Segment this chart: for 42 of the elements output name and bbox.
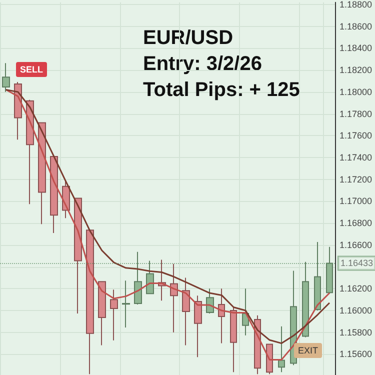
candlestick <box>110 289 118 341</box>
candlestick <box>242 288 249 336</box>
y-tick-label: 1.15600 <box>339 349 372 360</box>
candlestick <box>302 261 309 338</box>
candlestick <box>194 295 202 358</box>
y-tick-label: 1.18400 <box>339 43 372 54</box>
text: EUR/USD <box>143 27 234 49</box>
y-tick-label: 1.17600 <box>339 130 372 141</box>
y-tick-label: 1.17000 <box>339 196 372 206</box>
y-tick-label: 1.16200 <box>339 284 372 294</box>
candlestick <box>50 156 58 234</box>
y-tick-label: 1.16000 <box>339 306 372 316</box>
candlestick <box>146 260 154 294</box>
candlestick <box>170 263 178 333</box>
candlestick <box>326 246 333 294</box>
text: Entry: 3/2/26 <box>143 53 262 75</box>
y-tick-label: 1.17200 <box>339 174 372 184</box>
ref-line-label: 1.16433 <box>340 258 374 268</box>
annotation: Total Pips: + 125 <box>143 79 300 101</box>
y-tick-label: 1.17800 <box>339 108 372 119</box>
candlestick <box>314 241 321 312</box>
candlestick <box>278 326 285 373</box>
candlestick <box>2 62 10 92</box>
y-tick-label: 1.17400 <box>339 152 372 163</box>
candlestick <box>182 277 190 346</box>
candlestick <box>98 281 106 346</box>
candlestick <box>266 344 273 375</box>
y-tick-label: 1.18800 <box>339 0 372 10</box>
candlestick <box>218 288 225 344</box>
y-tick-label: 1.15800 <box>339 327 372 338</box>
candlestick <box>86 230 94 375</box>
annotation: SELL <box>20 64 44 74</box>
y-tick-label: 1.16800 <box>339 218 372 228</box>
candlestick <box>122 280 130 328</box>
annotation: EXIT <box>298 346 319 356</box>
y-tick-label: 1.18200 <box>339 65 372 76</box>
y-tick-label: 1.18600 <box>339 21 372 32</box>
candlestick <box>206 288 214 314</box>
y-tick-label: 1.18000 <box>339 86 372 97</box>
y-tick-label: 1.16600 <box>339 240 372 250</box>
candlestick <box>134 251 142 306</box>
candlestick <box>230 306 237 373</box>
